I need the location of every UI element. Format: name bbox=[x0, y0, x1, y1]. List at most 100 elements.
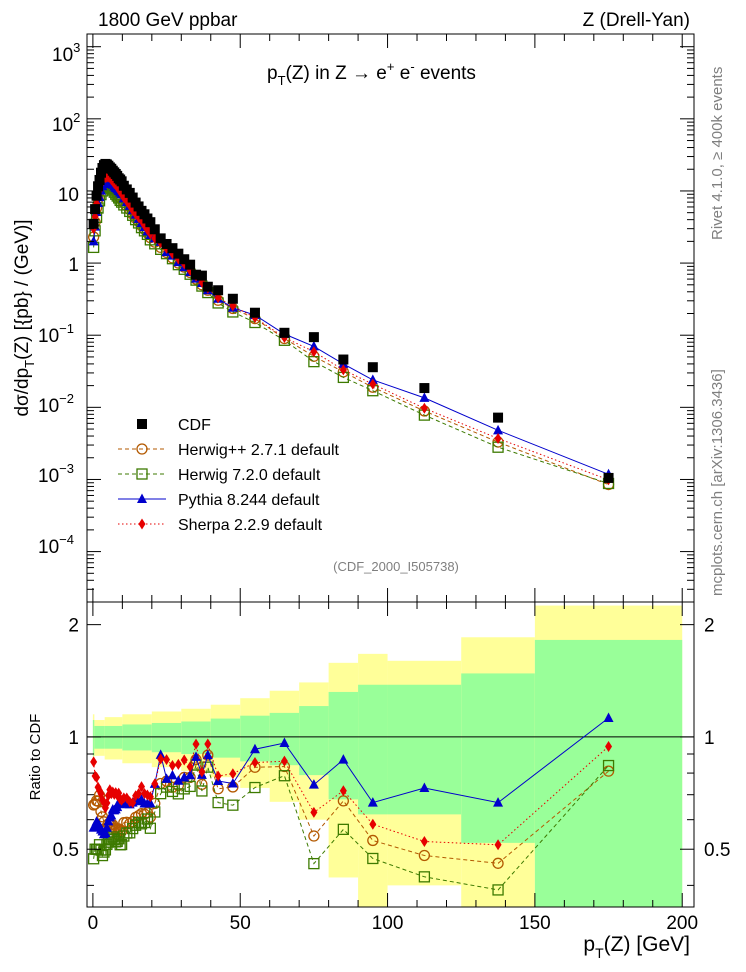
ratio-point-1-44 bbox=[308, 830, 320, 842]
legend-entry-2: Herwig 7.2.0 default bbox=[118, 467, 321, 484]
legend-entry-1: Herwig++ 2.7.1 default bbox=[118, 442, 340, 459]
stat-band-13 bbox=[461, 673, 535, 843]
point-0-35 bbox=[179, 254, 190, 265]
stat-band-9 bbox=[299, 706, 329, 776]
stat-band-10 bbox=[328, 691, 359, 800]
ratio-y-tick-label-right: 0.5 bbox=[704, 840, 730, 861]
ratio-point-2-29 bbox=[144, 822, 157, 834]
legend-entry-4: Sherpa 2.2.9 default bbox=[118, 517, 323, 534]
point-0-0 bbox=[88, 218, 99, 229]
ratio-point-4-0 bbox=[90, 756, 98, 768]
ratio-point-3-12 bbox=[106, 809, 117, 820]
legend-marker-0 bbox=[137, 419, 147, 429]
ratio-point-4-32 bbox=[163, 754, 171, 766]
stat-band-14 bbox=[534, 639, 683, 907]
x-tick-label: 200 bbox=[666, 913, 698, 934]
point-0-29 bbox=[145, 217, 156, 228]
ratio-series-layer bbox=[87, 712, 615, 896]
ratio-point-4-31 bbox=[157, 753, 165, 765]
ratio-point-3-44 bbox=[308, 779, 319, 789]
ratio-point-3-39 bbox=[202, 749, 213, 760]
ratio-point-4-33 bbox=[168, 759, 176, 771]
x-tick-label: 0 bbox=[88, 913, 99, 934]
ratio-point-4-35 bbox=[180, 754, 188, 766]
ratio-series-3 bbox=[88, 712, 614, 839]
ratio-point-2-44 bbox=[308, 857, 320, 870]
ratio-point-4-48 bbox=[494, 839, 502, 851]
ratio-point-3-32 bbox=[161, 773, 172, 783]
ratio-point-4-43 bbox=[280, 755, 288, 767]
ratio-y-tick-label-right: 2 bbox=[704, 616, 715, 637]
point-0-36 bbox=[185, 259, 196, 270]
ratio-point-2-47 bbox=[418, 871, 431, 883]
stat-band-6 bbox=[210, 718, 241, 758]
point-0-31 bbox=[155, 233, 166, 244]
ratio-point-2-28 bbox=[141, 813, 154, 825]
point-3-0 bbox=[88, 235, 99, 246]
point-0-48 bbox=[493, 412, 504, 423]
point-4-45 bbox=[339, 364, 347, 376]
top-series-layer bbox=[87, 158, 615, 491]
ratio-point-2-41 bbox=[227, 799, 239, 811]
ratio-point-3-36 bbox=[185, 769, 196, 780]
ratio-point-3-37 bbox=[191, 751, 202, 761]
x-tick-labels: 0 50 100 150 200 bbox=[88, 913, 698, 934]
legend-entry-0: CDF bbox=[137, 417, 211, 434]
legend: CDF Herwig++ 2.7.1 default Herwig 7.2.0 de… bbox=[118, 417, 340, 534]
ratio-point-3-49 bbox=[603, 712, 614, 723]
stat-band-0 bbox=[92, 720, 95, 756]
header-right: Z (Drell-Yan) bbox=[583, 10, 690, 31]
x-tick-label: 100 bbox=[372, 913, 404, 934]
ratio-point-4-42 bbox=[251, 757, 259, 769]
point-0-41 bbox=[227, 293, 238, 304]
top-y-tick-labels: 103 102 10 1 10−1 10−2 10−3 10−4 bbox=[38, 40, 80, 558]
point-0-43 bbox=[279, 327, 290, 338]
y-tick-10: 10 bbox=[58, 185, 79, 206]
ratio-point-2-46 bbox=[367, 852, 379, 865]
ratio-point-3-29 bbox=[145, 797, 156, 808]
ratio-point-1-48 bbox=[492, 857, 504, 869]
legend-label-1: Herwig++ 2.7.1 default bbox=[178, 442, 340, 459]
ratio-point-2-43 bbox=[278, 770, 291, 782]
ratio-axis-ticks bbox=[87, 602, 694, 907]
ratio-point-3-8 bbox=[100, 827, 111, 837]
y-tick-1e3: 103 bbox=[52, 40, 80, 66]
point-0-39 bbox=[202, 281, 213, 292]
ratio-y-tick-label-left: 0.5 bbox=[53, 840, 79, 861]
point-0-47 bbox=[419, 383, 430, 394]
ratio-point-4-23 bbox=[129, 797, 137, 809]
ratio-point-4-26 bbox=[138, 781, 146, 793]
ratio-point-3-42 bbox=[249, 743, 260, 754]
ratio-point-2-24 bbox=[129, 819, 142, 831]
top-y-axis-label: dσ/dpT(Z) [{pb} / (GeV)] bbox=[12, 219, 37, 416]
ratio-point-3-46 bbox=[367, 797, 378, 807]
rivet-version-label: Rivet 4.1.0, ≥ 400k events bbox=[709, 67, 726, 240]
ratio-point-4-2 bbox=[93, 771, 101, 783]
ratio-point-4-45 bbox=[339, 785, 347, 797]
point-0-33 bbox=[167, 243, 178, 254]
stat-band-11 bbox=[358, 684, 388, 815]
ratio-series-4 bbox=[90, 738, 613, 851]
point-0-23 bbox=[127, 192, 138, 203]
ratio-point-4-47 bbox=[420, 836, 428, 848]
point-0-2 bbox=[91, 190, 102, 201]
ratio-point-3-43 bbox=[279, 737, 290, 748]
ratio-point-4-44 bbox=[310, 806, 318, 818]
x-tick-label: 150 bbox=[519, 913, 551, 934]
ratio-point-4-38 bbox=[198, 766, 206, 778]
header-left: 1800 GeV ppbar bbox=[98, 10, 238, 31]
top-panel-title: pT(Z) in Z → e+ e- events bbox=[267, 59, 476, 88]
stat-band-3 bbox=[122, 724, 152, 751]
ratio-point-4-34 bbox=[174, 758, 182, 770]
legend-marker-2 bbox=[136, 468, 148, 480]
analysis-watermark: (CDF_2000_I505738) bbox=[333, 559, 459, 574]
series-0 bbox=[88, 158, 614, 483]
ratio-panel-frame bbox=[86, 601, 695, 908]
ratio-y-tick-label-left: 2 bbox=[68, 616, 79, 637]
ratio-point-2-33 bbox=[166, 785, 179, 798]
ratio-point-4-40 bbox=[214, 770, 222, 782]
point-0-3 bbox=[93, 181, 104, 192]
point-4-47 bbox=[420, 402, 428, 414]
point-0-32 bbox=[161, 238, 172, 249]
point-4-48 bbox=[494, 432, 502, 444]
